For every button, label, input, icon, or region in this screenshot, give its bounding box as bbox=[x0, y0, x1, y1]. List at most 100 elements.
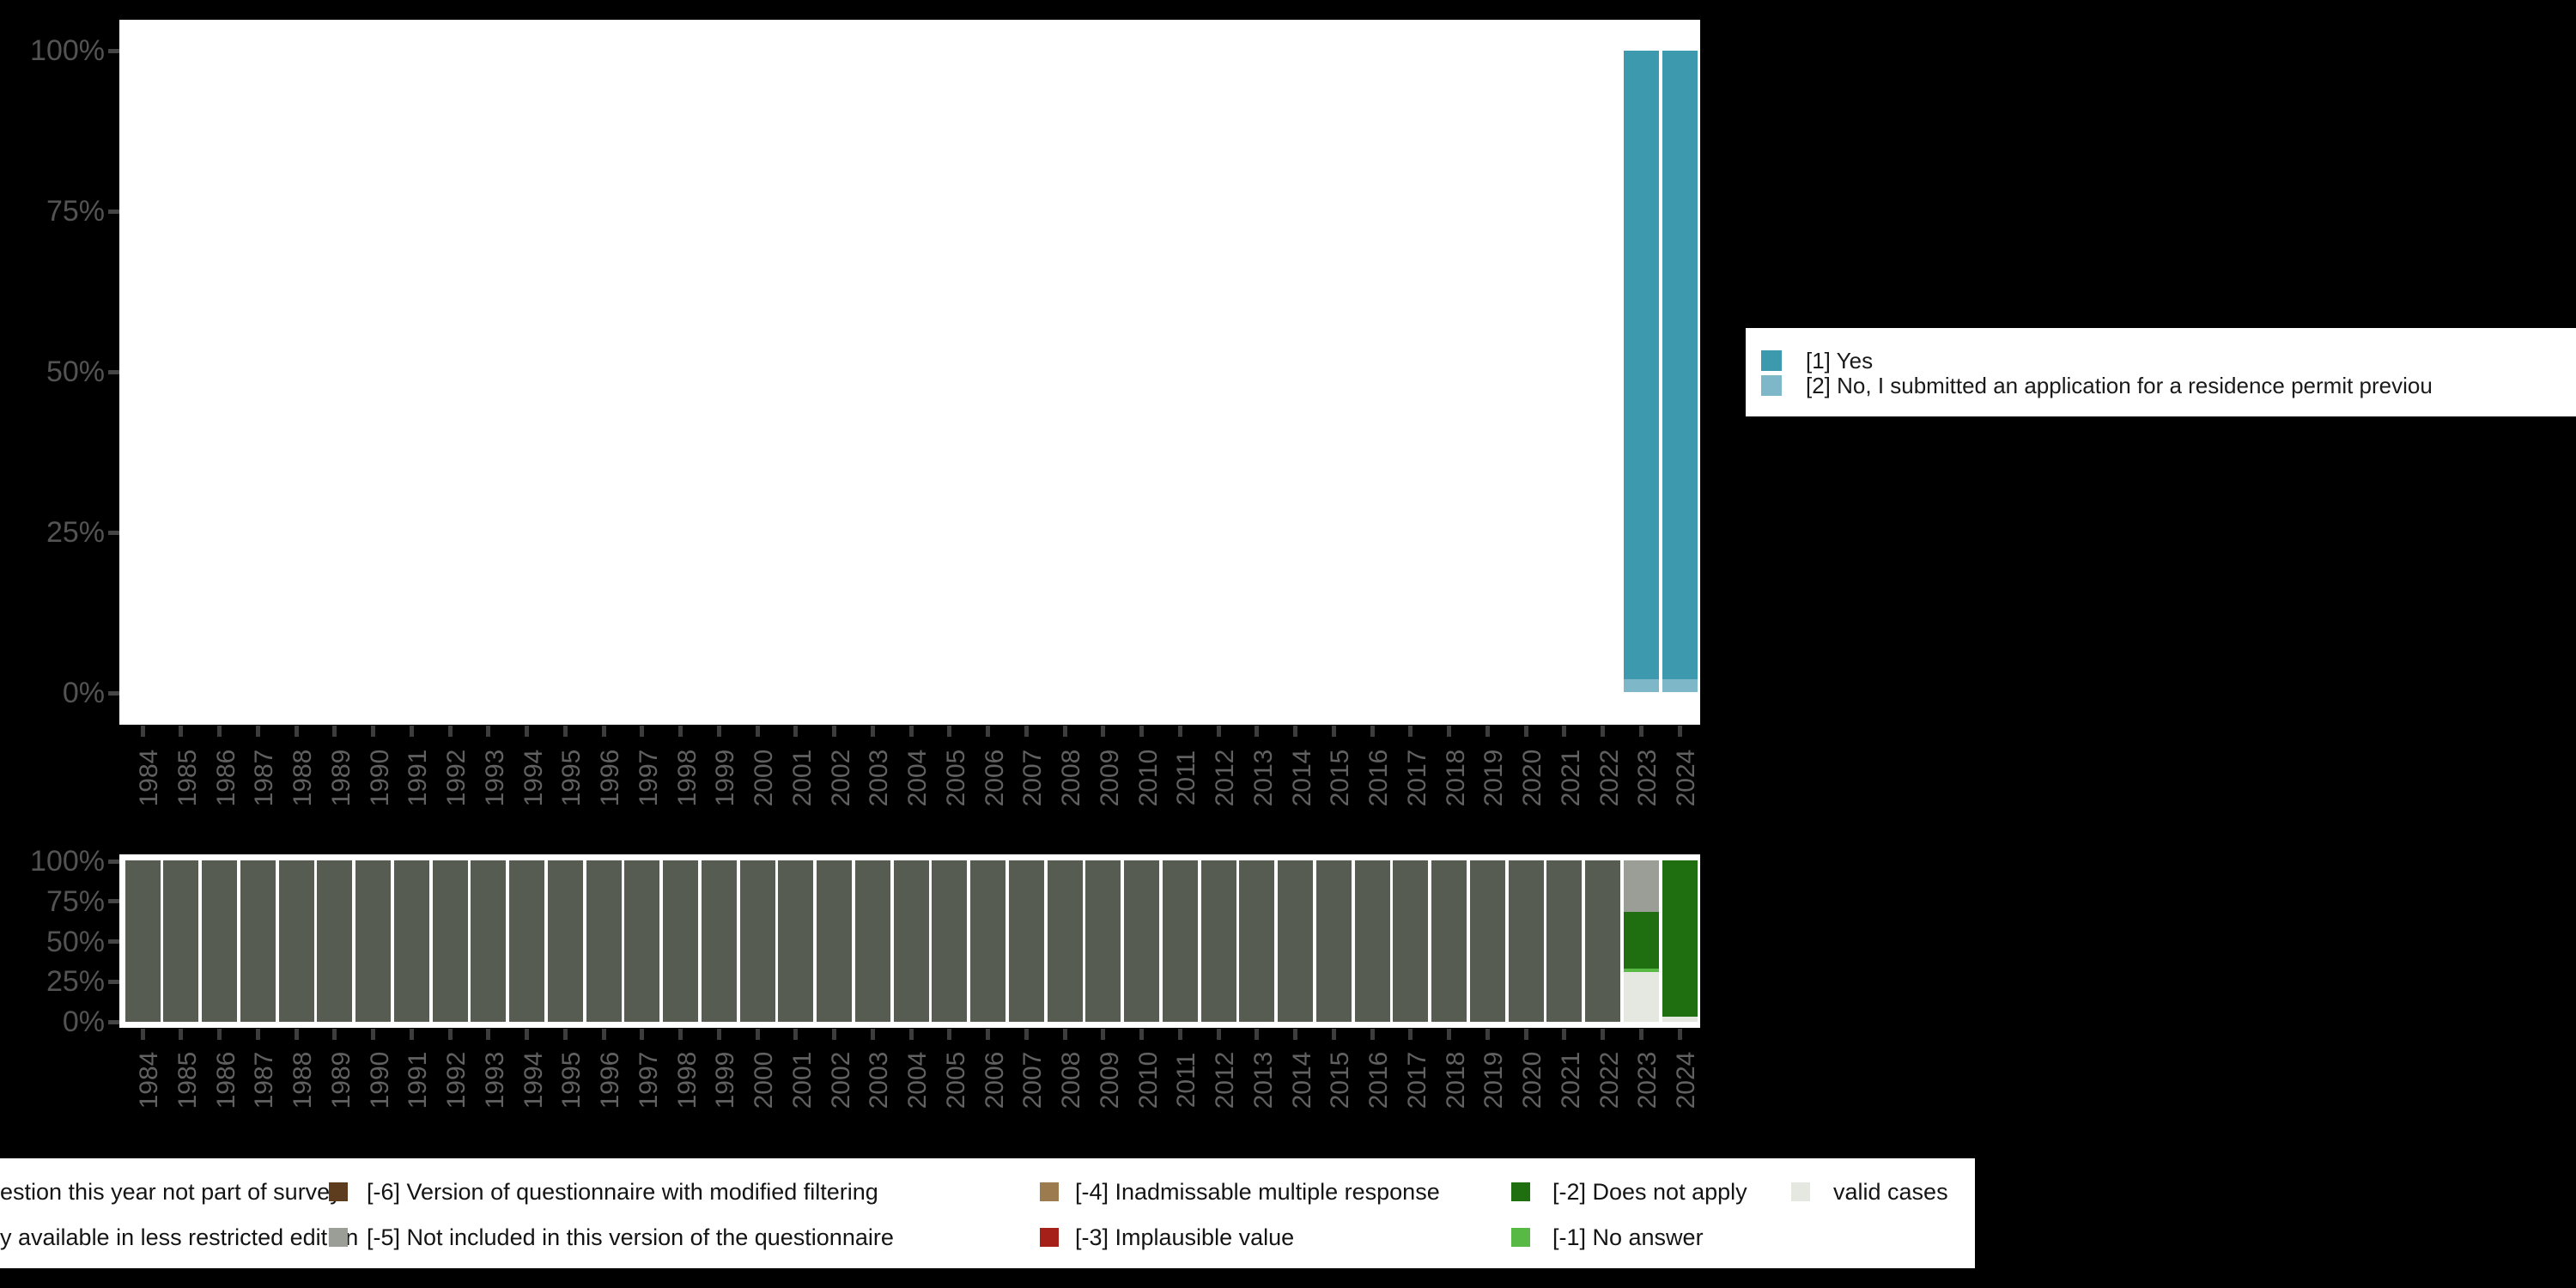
not_included_version-swatch bbox=[329, 1228, 348, 1247]
x-axis-tick-mark bbox=[486, 1029, 491, 1040]
x-axis-year-label: 1992 bbox=[442, 749, 471, 807]
x-axis-year-label: 2009 bbox=[1095, 1051, 1124, 1109]
x-axis-year-label: 2019 bbox=[1479, 749, 1509, 807]
y-axis-tick-mark bbox=[108, 1019, 119, 1024]
stacked-bar-1987 bbox=[240, 854, 276, 1028]
x-axis-year-label: 1998 bbox=[672, 1051, 702, 1109]
x-axis-tick-mark bbox=[1370, 726, 1375, 737]
bar-segment-not_part_of_survey bbox=[163, 860, 199, 1022]
missing-legend-label: [-5] Not included in this version of the… bbox=[367, 1224, 894, 1250]
bar-segment-not_part_of_survey bbox=[1546, 860, 1583, 1022]
x-axis-year-label: 2013 bbox=[1249, 1051, 1278, 1109]
stacked-bar-1996 bbox=[586, 854, 622, 1028]
x-axis-year-label: 2007 bbox=[1018, 1051, 1048, 1109]
x-axis-tick-mark bbox=[947, 1029, 952, 1040]
stacked-bar-2011 bbox=[1162, 854, 1198, 1028]
stacked-bar-2009 bbox=[1085, 854, 1121, 1028]
x-axis-tick-mark bbox=[1216, 726, 1221, 737]
bar-segment-not_part_of_survey bbox=[432, 860, 468, 1022]
x-axis-year-label: 2014 bbox=[1287, 1051, 1316, 1109]
x-axis-tick-mark bbox=[870, 726, 875, 737]
x-axis-year-label: 2016 bbox=[1364, 1051, 1393, 1109]
x-axis-year-label: 1991 bbox=[404, 749, 433, 807]
x-axis-year-label: 1985 bbox=[173, 749, 202, 807]
x-axis-tick-mark bbox=[755, 726, 760, 737]
response-legend-item: [1] Yes bbox=[1761, 349, 1873, 372]
bar-segment-not_included_version bbox=[1623, 860, 1659, 913]
x-axis-year-label: 1990 bbox=[365, 1051, 394, 1109]
x-axis-tick-mark bbox=[1101, 1029, 1106, 1040]
x-axis-year-label: 2007 bbox=[1018, 749, 1048, 807]
x-axis-year-label: 1997 bbox=[634, 1051, 663, 1109]
x-axis-tick-mark bbox=[525, 726, 529, 737]
bar-segment-valid bbox=[1623, 971, 1659, 1022]
x-axis-year-label: 2012 bbox=[1211, 1051, 1239, 1109]
missing-chart-panel bbox=[119, 854, 1700, 1028]
stacked-bar-1994 bbox=[509, 854, 544, 1028]
stacked-bar-2017 bbox=[1393, 854, 1429, 1028]
stacked-bar-2007 bbox=[1008, 854, 1044, 1028]
x-axis-year-label: 1987 bbox=[250, 1051, 279, 1109]
stacked-bar-1992 bbox=[432, 854, 468, 1028]
missing-legend: estion this year not part of survey [-6] … bbox=[0, 1158, 1975, 1268]
x-axis-tick-mark bbox=[179, 726, 184, 737]
x-axis-tick-mark bbox=[1177, 726, 1182, 737]
x-axis-tick-mark bbox=[601, 726, 606, 737]
x-axis-year-label: 2024 bbox=[1672, 749, 1700, 807]
y-axis-tick-label: 0% bbox=[62, 1005, 105, 1038]
x-axis-year-label: 2006 bbox=[980, 749, 1009, 807]
x-axis-tick-mark bbox=[409, 1029, 414, 1040]
valid-swatch bbox=[1791, 1182, 1810, 1201]
x-axis-year-label: 1998 bbox=[672, 749, 702, 807]
no-swatch bbox=[1761, 375, 1782, 396]
x-axis-year-label: 2008 bbox=[1057, 1051, 1085, 1109]
stacked-bar-2019 bbox=[1469, 854, 1505, 1028]
x-axis-year-label: 1995 bbox=[557, 1051, 586, 1109]
x-axis-tick-mark bbox=[332, 1029, 337, 1040]
x-axis-year-label: 1996 bbox=[596, 749, 624, 807]
x-axis-year-label: 2018 bbox=[1441, 1051, 1470, 1109]
bar-segment-not_part_of_survey bbox=[1469, 860, 1505, 1022]
bar-segment-not_part_of_survey bbox=[817, 860, 852, 1022]
x-axis-tick-mark bbox=[601, 1029, 606, 1040]
x-axis-year-label: 1987 bbox=[250, 749, 279, 807]
missing-legend-label: [-1] No answer bbox=[1552, 1224, 1704, 1250]
stacked-bar-1997 bbox=[624, 854, 660, 1028]
missing-legend-label: estion this year not part of survey bbox=[0, 1178, 342, 1205]
x-axis-year-label: 2005 bbox=[941, 749, 970, 807]
bar-segment-no_answer bbox=[1623, 968, 1659, 972]
x-axis-tick-mark bbox=[1601, 1029, 1605, 1040]
bar-segment-not_part_of_survey bbox=[547, 860, 583, 1022]
stacked-bar-1990 bbox=[355, 854, 391, 1028]
x-axis-year-label: 1993 bbox=[480, 749, 509, 807]
x-axis-year-label: 1999 bbox=[711, 1051, 740, 1109]
x-axis-year-label: 2010 bbox=[1133, 1051, 1163, 1109]
x-axis-year-label: 1990 bbox=[365, 749, 394, 807]
y-axis-tick-mark bbox=[108, 209, 119, 214]
stacked-bar-2012 bbox=[1200, 854, 1236, 1028]
stacked-bar-2001 bbox=[778, 854, 814, 1028]
x-axis-year-label: 2011 bbox=[1172, 750, 1201, 806]
x-axis-tick-mark bbox=[1024, 726, 1029, 737]
x-axis-year-label: 2005 bbox=[941, 1051, 970, 1109]
x-axis-year-label: 2022 bbox=[1595, 749, 1624, 807]
x-axis-tick-mark bbox=[832, 726, 836, 737]
bar-segment-not_part_of_survey bbox=[1047, 860, 1083, 1022]
stacked-bar-2006 bbox=[970, 854, 1005, 1028]
x-axis-tick-mark bbox=[1523, 1029, 1528, 1040]
x-axis-tick-mark bbox=[1139, 1029, 1144, 1040]
stacked-bar-2004 bbox=[893, 854, 929, 1028]
bar-segment-not_part_of_survey bbox=[1315, 860, 1352, 1022]
x-axis-tick-mark bbox=[1062, 1029, 1067, 1040]
bar-segment-not_part_of_survey bbox=[893, 860, 929, 1022]
stacked-bar-2024 bbox=[1662, 20, 1698, 725]
stacked-bar-2024 bbox=[1662, 854, 1698, 1028]
bar-segment-not_part_of_survey bbox=[1162, 860, 1198, 1022]
x-axis-tick-mark bbox=[371, 726, 375, 737]
x-axis-year-label: 2000 bbox=[750, 1051, 778, 1109]
x-axis-year-label: 1991 bbox=[404, 1051, 433, 1109]
x-axis-tick-mark bbox=[678, 726, 683, 737]
x-axis-tick-mark bbox=[1255, 1029, 1260, 1040]
x-axis-year-label: 1996 bbox=[596, 1051, 624, 1109]
